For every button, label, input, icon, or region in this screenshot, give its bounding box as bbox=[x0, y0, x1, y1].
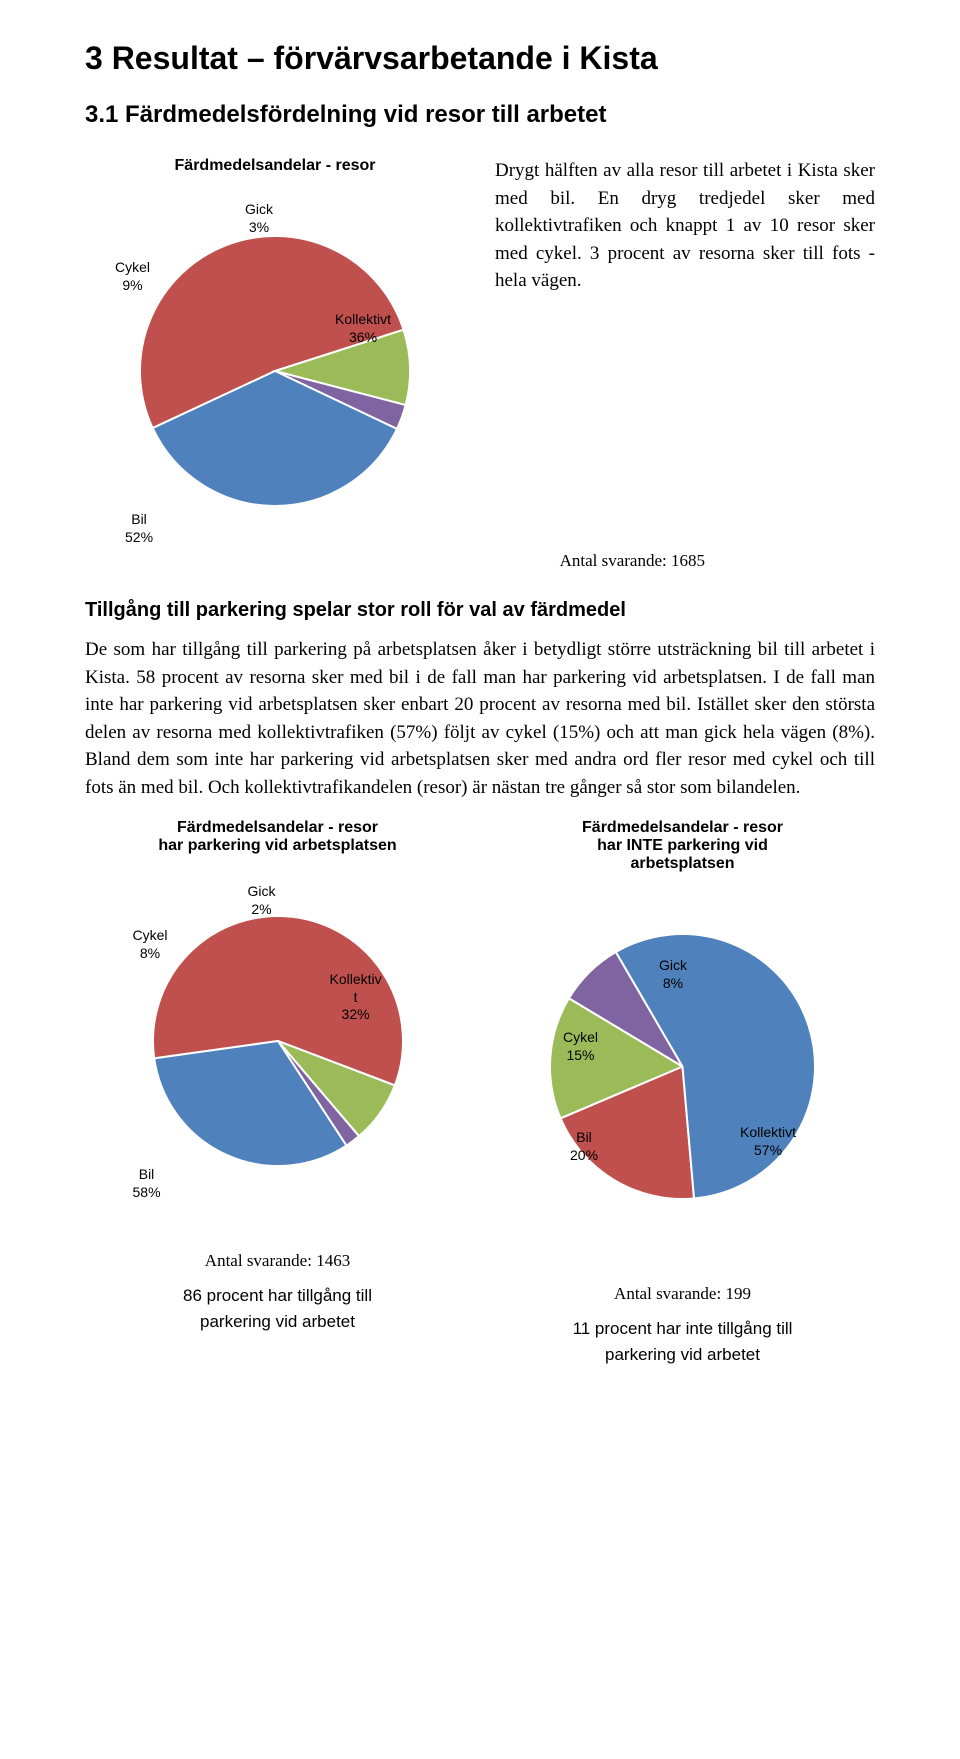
pie-chart bbox=[495, 879, 870, 1254]
chart-right-footnote: 11 procent har inte tillgång tillparkeri… bbox=[490, 1316, 875, 1367]
body-paragraph: De som har tillgång till parkering på ar… bbox=[85, 636, 875, 801]
pie-slice-label: Cykel15% bbox=[563, 1029, 598, 1064]
pie-slice-label: Kollektivt36% bbox=[335, 311, 391, 346]
intro-paragraph: Drygt hälften av alla resor till arbetet… bbox=[495, 157, 875, 295]
pie-chart bbox=[85, 181, 465, 561]
pie-slice-label: Kollektivt32% bbox=[330, 971, 382, 1024]
chart-right-title: Färdmedelsandelar - resorhar INTE parker… bbox=[490, 819, 875, 873]
chart-left: Bil58% Cykel8% Gick2% Kollektivt32% bbox=[98, 861, 458, 1221]
chart-left-title: Färdmedelsandelar - resorhar parkering v… bbox=[85, 819, 470, 855]
pie-slice-label: Bil20% bbox=[570, 1129, 598, 1164]
chart-top-title: Färdmedelsandelar - resor bbox=[85, 157, 465, 175]
pie-slice-label: Gick3% bbox=[245, 201, 273, 236]
section-title: 3.1 Färdmedelsfördelning vid resor till … bbox=[85, 101, 875, 129]
pie-slice-label: Cykel8% bbox=[133, 927, 168, 962]
chart-top: Bil52% Cykel9% Gick3% Kollektivt36% bbox=[85, 181, 465, 561]
pie-slice-label: Cykel9% bbox=[115, 259, 150, 294]
chart-left-footnote: 86 procent har tillgång tillparkering vi… bbox=[85, 1283, 470, 1334]
subsection-title: Tillgång till parkering spelar stor roll… bbox=[85, 599, 875, 622]
pie-slice-label: Gick8% bbox=[659, 957, 687, 992]
chart-right: Bil20% Cykel15% Gick8% Kollektivt57% bbox=[495, 879, 870, 1254]
pie-slice-label: Gick2% bbox=[248, 883, 276, 918]
pie-slice-label: Bil52% bbox=[125, 511, 153, 546]
pie-slice-label: Kollektivt57% bbox=[740, 1124, 796, 1159]
chapter-title: 3 Resultat – förvärvsarbetande i Kista bbox=[85, 40, 875, 77]
pie-slice-label: Bil58% bbox=[133, 1166, 161, 1201]
chart-right-caption: Antal svarande: 199 bbox=[490, 1284, 875, 1304]
chart-left-caption: Antal svarande: 1463 bbox=[85, 1251, 470, 1271]
